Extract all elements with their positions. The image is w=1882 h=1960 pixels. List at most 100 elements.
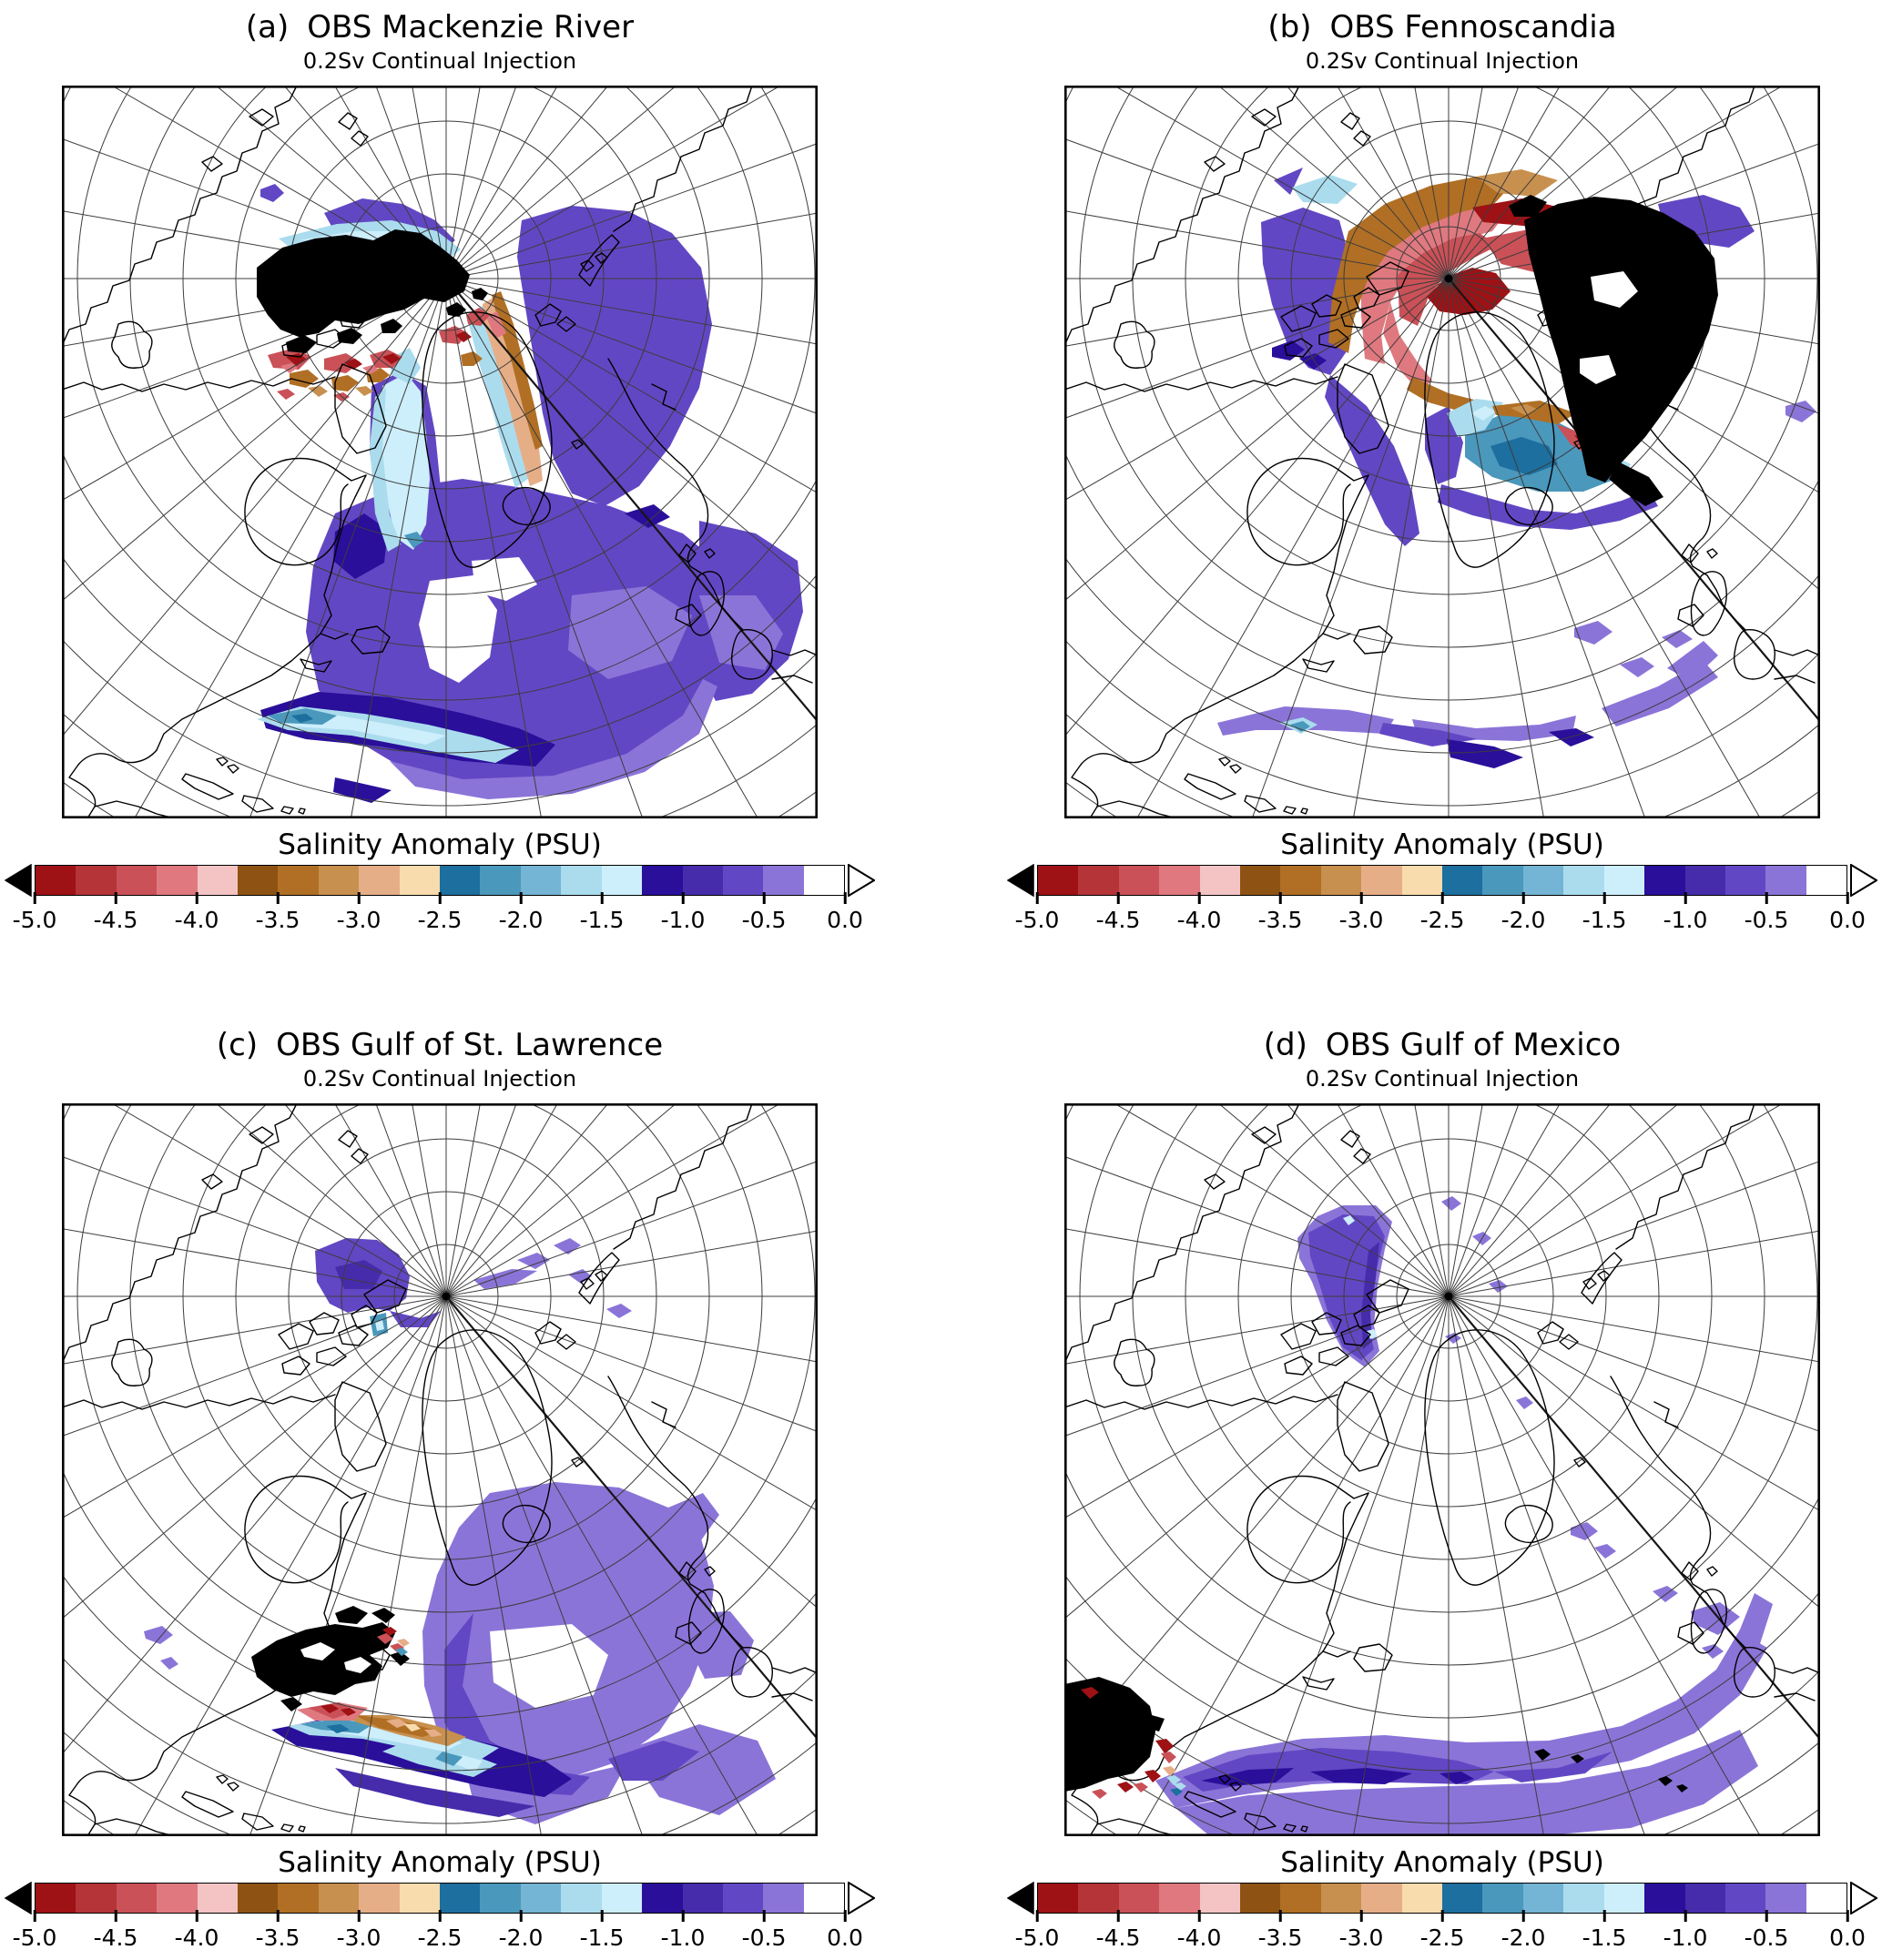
colorbar-over-arrow-icon [1850, 864, 1877, 897]
colorbar-segment [1563, 1884, 1604, 1913]
colorbar-segment [1765, 1884, 1806, 1913]
panel-b-title: (b) OBS Fennoscandia [1267, 9, 1617, 46]
colorbar-tickmark [1116, 1910, 1120, 1922]
colorbar-tick-label: -5.0 [1014, 1924, 1060, 1951]
colorbar-tick-label: -0.5 [1744, 1924, 1789, 1951]
colorbar-tickmark [600, 1910, 604, 1922]
colorbar-tick-label: -4.5 [1095, 907, 1141, 933]
colorbar-tickmark [762, 892, 766, 904]
colorbar-tick-label: -3.0 [336, 907, 381, 933]
colorbar-segments [1037, 865, 1847, 896]
colorbar-segment [1159, 1884, 1200, 1913]
colorbar-tick-label: -5.0 [12, 907, 57, 933]
colorbar-segment [561, 866, 602, 895]
colorbar-segment [1442, 1884, 1483, 1913]
panel-d: (d) OBS Gulf of Mexico 0.2Sv Continual In… [1007, 1023, 1877, 1960]
colorbar-segment [1199, 1884, 1241, 1913]
panel-a-subtitle: 0.2Sv Continual Injection [302, 48, 577, 74]
colorbar-segments [35, 1883, 845, 1914]
colorbar [5, 1882, 875, 1914]
colorbar-tickmark [1440, 892, 1444, 904]
colorbar-tickmark [276, 892, 280, 904]
colorbar-segment [1806, 1884, 1847, 1913]
colorbar-tickmark [1765, 1910, 1768, 1922]
colorbar-segment [1078, 866, 1119, 895]
colorbar-tickmark [1359, 892, 1363, 904]
colorbar-tick-label: -4.5 [1095, 1924, 1141, 1951]
colorbar-segment [36, 1884, 76, 1913]
map-frame [1064, 86, 1820, 818]
colorbar-segment [197, 866, 239, 895]
colorbar-under-arrow-icon [1007, 864, 1034, 897]
colorbar-segment [763, 1884, 804, 1913]
colorbar-segment [1603, 866, 1645, 895]
colorbar-segment [601, 1884, 643, 1913]
colorbar-tickmark [519, 892, 523, 904]
colorbar-segment [1684, 866, 1725, 895]
colorbar-segment [682, 866, 723, 895]
colorbar-under-arrow-icon [5, 1882, 32, 1914]
colorbar-tickmark [33, 1910, 36, 1922]
colorbar-segment [1361, 866, 1402, 895]
colorbar-tickmark [1116, 892, 1120, 904]
colorbar-tick-label: -3.5 [255, 1924, 300, 1951]
colorbar-tickmark [1846, 892, 1849, 904]
colorbar-segment [1118, 1884, 1160, 1913]
colorbar-segment [1684, 1884, 1725, 1913]
colorbar-tickmark [1035, 1910, 1039, 1922]
colorbar-tick-label: 0.0 [827, 1924, 863, 1951]
colorbar-segment [1118, 866, 1160, 895]
colorbar-tickmark [1521, 892, 1525, 904]
colorbar-segment [238, 866, 279, 895]
panel-d-subtitle: 0.2Sv Continual Injection [1305, 1066, 1580, 1092]
colorbar-segment [1401, 1884, 1443, 1913]
colorbar-tickmark [33, 892, 36, 904]
colorbar-tickmark [1278, 892, 1282, 904]
colorbar-tickmark [438, 892, 442, 904]
injection-region-d [1064, 1677, 1688, 1799]
colorbar-tick-label: -0.5 [741, 1924, 787, 1951]
anomaly-field-c [144, 1238, 776, 1824]
injection-region-c [251, 1606, 410, 1711]
colorbar-segment [1765, 866, 1806, 895]
colorbar-tickmark [276, 1910, 280, 1922]
colorbar-segment [1280, 1884, 1321, 1913]
colorbar-over-arrow-icon [1850, 1882, 1877, 1914]
colorbar-segment [318, 1884, 360, 1913]
colorbar-tickmark [762, 1910, 766, 1922]
map-frame [62, 86, 818, 818]
colorbar-segment [1563, 866, 1604, 895]
colorbar-segment [480, 1884, 521, 1913]
colorbar-tick-label: -1.5 [1582, 1924, 1627, 1951]
colorbar-tickmark [1521, 1910, 1525, 1922]
colorbar-segment [399, 866, 441, 895]
colorbar-segment [803, 866, 845, 895]
colorbar-label: Salinity Anomaly (PSU) [278, 1846, 602, 1879]
colorbar-tickmark [1846, 1910, 1849, 1922]
colorbar-segment [561, 1884, 602, 1913]
colorbar-tick-label: -2.0 [1501, 1924, 1546, 1951]
colorbar-segment [480, 866, 521, 895]
colorbar-segment [1644, 1884, 1685, 1913]
colorbar-tick-label: -4.0 [174, 1924, 219, 1951]
map-panel-a [62, 86, 818, 818]
colorbar-segment [238, 1884, 279, 1913]
colorbar-tick-label: -1.0 [660, 907, 706, 933]
colorbar-label: Salinity Anomaly (PSU) [278, 828, 602, 861]
colorbar-tick-label: -3.0 [1338, 907, 1384, 933]
colorbar-ticks: -5.0 -4.5 -4.0 -3.5 -3.0 -2.5 -2.0 -1.5 -1.0 -0.5… [13, 1910, 863, 1960]
colorbar-tick-label: 0.0 [1829, 1924, 1866, 1951]
colorbar-segment [722, 866, 764, 895]
colorbar-tickmark [1765, 892, 1768, 904]
colorbar-segment [1482, 866, 1523, 895]
colorbar-tickmark [1278, 1910, 1282, 1922]
colorbar-over-arrow-icon [848, 864, 875, 897]
colorbar-segment [157, 866, 198, 895]
colorbar-tickmark [1440, 1910, 1444, 1922]
colorbar-tickmark [357, 892, 361, 904]
colorbar-segment [763, 866, 804, 895]
colorbar-segment [601, 866, 643, 895]
colorbar-segment [1644, 866, 1685, 895]
colorbar-segment [76, 866, 117, 895]
